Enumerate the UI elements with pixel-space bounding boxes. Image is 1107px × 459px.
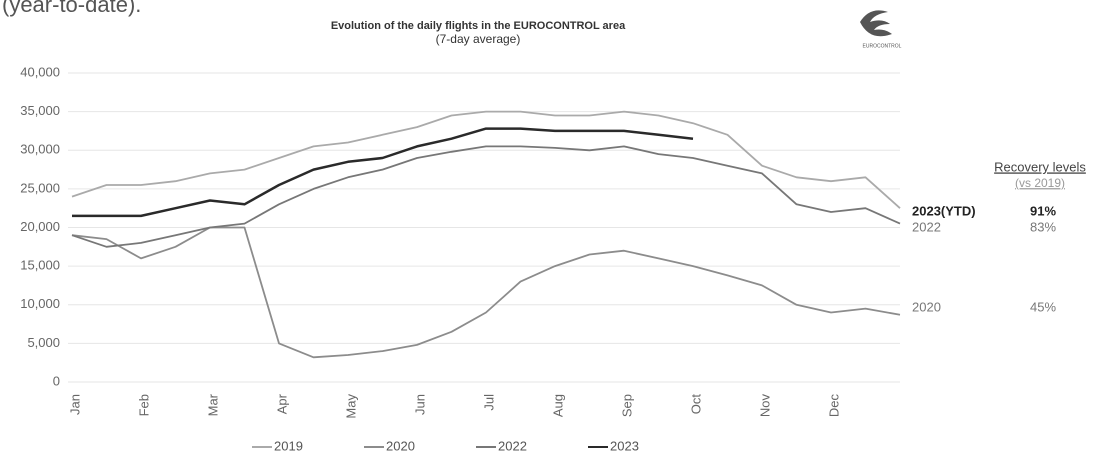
recovery-label: 2022 bbox=[912, 219, 941, 234]
x-tick-label: Jan bbox=[67, 394, 82, 415]
x-tick-label: Sep bbox=[619, 394, 634, 417]
y-tick-label: 0 bbox=[53, 373, 60, 388]
y-tick-label: 40,000 bbox=[20, 64, 60, 79]
header-text: (year-to-date). bbox=[2, 0, 141, 17]
y-tick-label: 20,000 bbox=[20, 219, 60, 234]
y-tick-label: 15,000 bbox=[20, 258, 60, 273]
chart-subtitle: (7-day average) bbox=[436, 32, 521, 46]
x-tick-label: May bbox=[343, 394, 358, 419]
legend-label: 2020 bbox=[386, 438, 415, 453]
series-line bbox=[71, 226, 901, 359]
y-tick-label: 35,000 bbox=[20, 103, 60, 118]
x-tick-label: Mar bbox=[205, 393, 220, 416]
y-tick-label: 5,000 bbox=[27, 335, 60, 350]
legend-label: 2023 bbox=[610, 438, 639, 453]
x-tick-label: Feb bbox=[136, 394, 151, 416]
recovery-subtitle: (vs 2019) bbox=[1015, 176, 1065, 190]
x-tick-label: Dec bbox=[826, 394, 841, 418]
legend-label: 2019 bbox=[274, 438, 303, 453]
chart-title: Evolution of the daily flights in the EU… bbox=[331, 20, 626, 32]
x-tick-label: Oct bbox=[688, 394, 703, 415]
recovery-label: 2023(YTD) bbox=[912, 203, 976, 218]
recovery-value: 45% bbox=[1030, 299, 1056, 314]
series-line bbox=[72, 127, 694, 218]
recovery-title: Recovery levels bbox=[994, 159, 1086, 174]
x-tick-label: Jul bbox=[481, 394, 496, 411]
recovery-label: 2020 bbox=[912, 299, 941, 314]
x-tick-label: Jun bbox=[412, 394, 427, 415]
x-tick-label: Aug bbox=[550, 394, 565, 417]
x-tick-label: Apr bbox=[274, 393, 289, 414]
x-tick-label: Nov bbox=[757, 394, 772, 418]
series-line bbox=[71, 145, 901, 248]
recovery-value: 91% bbox=[1030, 203, 1056, 218]
logo: EUROCONTROL bbox=[860, 10, 902, 49]
y-tick-label: 30,000 bbox=[20, 142, 60, 157]
y-tick-label: 10,000 bbox=[20, 296, 60, 311]
recovery-value: 83% bbox=[1030, 219, 1056, 234]
series-line bbox=[71, 110, 901, 209]
legend-label: 2022 bbox=[498, 438, 527, 453]
y-tick-label: 25,000 bbox=[20, 180, 60, 195]
logo-text: EUROCONTROL bbox=[863, 43, 902, 49]
